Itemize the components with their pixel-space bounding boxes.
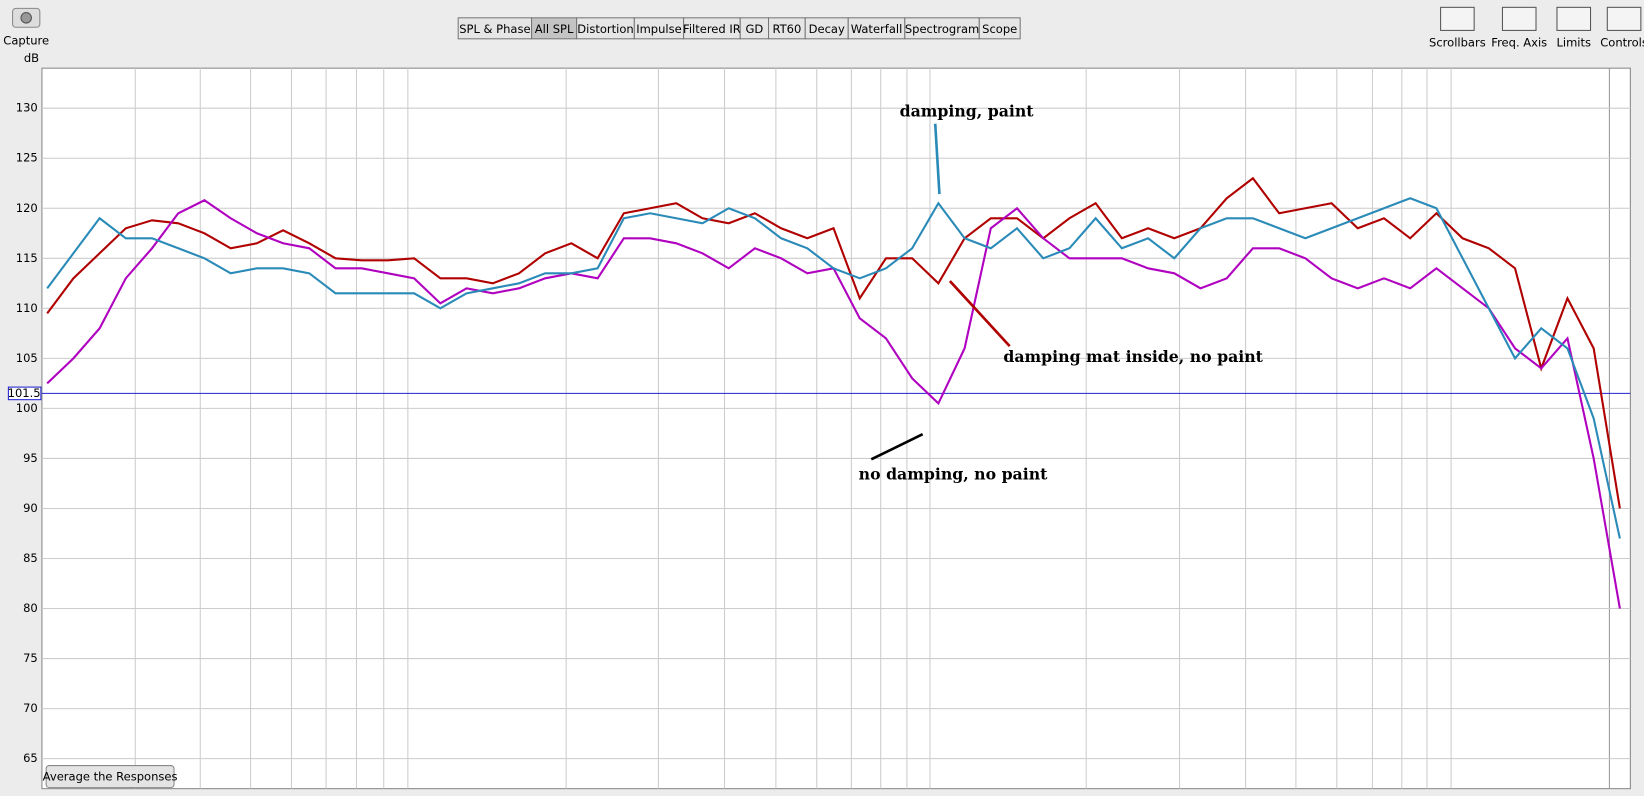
y-tick-label: 80 (23, 601, 38, 615)
tab[interactable] (978, 17, 1021, 40)
y-tick-label: 95 (23, 451, 38, 465)
tool-label[interactable]: Limits (1556, 35, 1591, 49)
tab-label[interactable]: Impulse (636, 22, 682, 36)
marker-label: 101.5 (8, 386, 41, 400)
y-tick-label: 110 (16, 301, 38, 315)
y-axis-label: dB (24, 51, 39, 65)
tab-label[interactable]: SPL & Phase (459, 22, 530, 36)
annotation-arrow (870, 433, 924, 461)
y-tick-label: 115 (16, 251, 38, 265)
y-tick-label: 130 (16, 101, 38, 115)
annotation-arrow (948, 280, 1011, 347)
annotation: damping, paint (900, 102, 1035, 121)
tab-label[interactable]: All SPL (535, 22, 574, 36)
tool-label[interactable]: Freq. Axis (1491, 35, 1547, 49)
tool-icon[interactable] (1501, 6, 1537, 31)
tab-label[interactable]: Decay (809, 22, 845, 36)
y-tick-label: 100 (16, 401, 38, 415)
y-tick-label: 125 (16, 151, 38, 165)
tab-label[interactable]: Waterfall (851, 22, 903, 36)
y-tick-label: 70 (23, 701, 38, 715)
annotation-arrow (933, 123, 941, 195)
average-button-label[interactable]: Average the Responses (43, 770, 178, 784)
marker-box (7, 386, 42, 401)
tool-icon[interactable] (1606, 6, 1642, 31)
y-tick-label: 75 (23, 651, 38, 665)
tab-label[interactable]: Filtered IR (683, 22, 741, 36)
tab-label[interactable]: Scope (982, 22, 1017, 36)
tab-label[interactable]: Spectrogram (905, 22, 979, 36)
tool-label[interactable]: Controls (1600, 35, 1644, 49)
annotation: no damping, no paint (859, 465, 1048, 484)
tab-label[interactable]: RT60 (772, 22, 801, 36)
tool-icon[interactable] (1556, 6, 1592, 31)
series-line (46, 176, 1621, 509)
plot-area (41, 67, 1631, 790)
annotation: damping mat inside, no paint (1003, 347, 1263, 366)
tab-label[interactable]: GD (745, 22, 763, 36)
series-line (46, 197, 1621, 539)
capture-lens (20, 12, 32, 24)
y-tick-label: 65 (23, 751, 38, 765)
tool-label[interactable]: Scrollbars (1429, 35, 1486, 49)
capture-label[interactable]: Capture (3, 33, 49, 47)
y-tick-label: 90 (23, 501, 38, 515)
y-tick-label: 105 (16, 351, 38, 365)
y-tick-label: 85 (23, 551, 38, 565)
tool-icon[interactable] (1440, 6, 1475, 31)
tab-label[interactable]: Distortion (577, 22, 633, 36)
average-button[interactable] (45, 765, 175, 789)
y-tick-label: 120 (16, 201, 38, 215)
